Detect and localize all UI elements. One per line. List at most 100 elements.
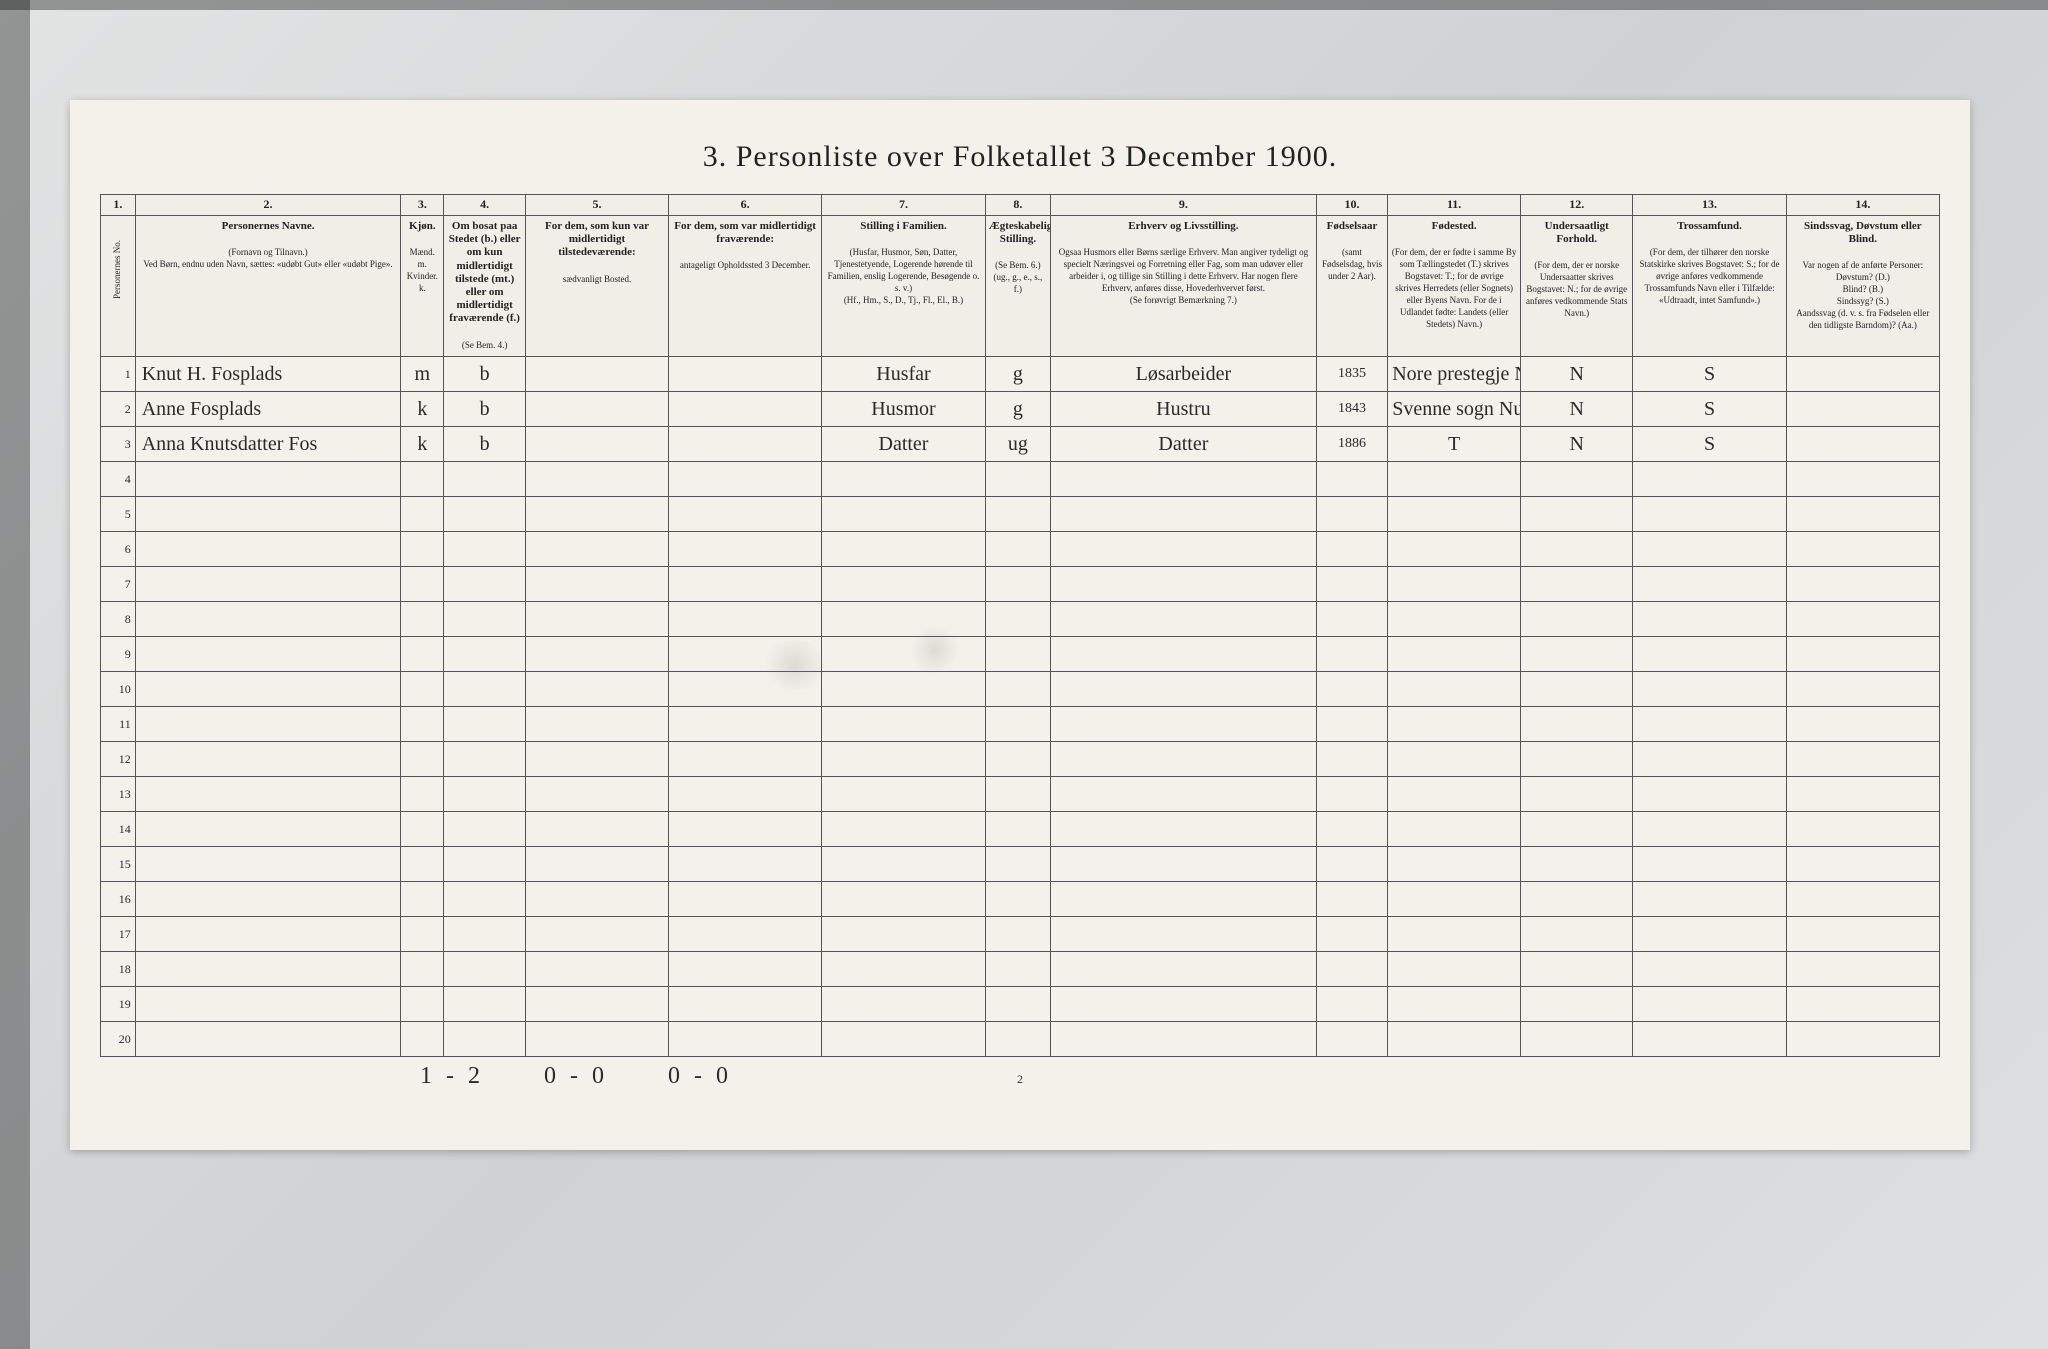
- cell-sex: [401, 846, 444, 881]
- cell-family_pos: [822, 566, 985, 601]
- cell-no: 19: [101, 986, 136, 1021]
- cell-occupation: [1051, 566, 1317, 601]
- column-number: 1.: [101, 195, 136, 216]
- cell-family_pos: [822, 706, 985, 741]
- column-header: Fødested.(For dem, der er fødte i samme …: [1388, 216, 1521, 357]
- cell-birthplace: [1388, 706, 1521, 741]
- cell-sex: [401, 706, 444, 741]
- cell-birthplace: [1388, 776, 1521, 811]
- cell-marital: [985, 566, 1050, 601]
- cell-name: [135, 811, 401, 846]
- cell-temp_present: [525, 461, 668, 496]
- cell-name: [135, 916, 401, 951]
- cell-sex: [401, 811, 444, 846]
- cell-residence: b: [444, 391, 526, 426]
- column-header: Kjøn.Mænd. m.Kvinder. k.: [401, 216, 444, 357]
- cell-no: 17: [101, 916, 136, 951]
- cell-no: 8: [101, 601, 136, 636]
- cell-residence: b: [444, 356, 526, 391]
- cell-birthplace: [1388, 531, 1521, 566]
- cell-faith: [1633, 916, 1786, 951]
- cell-family_pos: [822, 846, 985, 881]
- cell-name: [135, 636, 401, 671]
- cell-birthplace: Svenne sogn Nummedal: [1388, 391, 1521, 426]
- cell-birthplace: [1388, 916, 1521, 951]
- cell-name: [135, 776, 401, 811]
- cell-occupation: [1051, 496, 1317, 531]
- cell-residence: [444, 986, 526, 1021]
- cell-faith: [1633, 881, 1786, 916]
- cell-disability: [1786, 986, 1939, 1021]
- cell-family_pos: Husmor: [822, 391, 985, 426]
- cell-faith: [1633, 531, 1786, 566]
- cell-temp_present: [525, 951, 668, 986]
- cell-no: 9: [101, 636, 136, 671]
- scanner-edge-top: [0, 0, 2048, 10]
- cell-nationality: [1521, 986, 1633, 1021]
- cell-occupation: [1051, 916, 1317, 951]
- cell-family_pos: [822, 776, 985, 811]
- cell-occupation: [1051, 986, 1317, 1021]
- cell-birthplace: [1388, 951, 1521, 986]
- cell-disability: [1786, 951, 1939, 986]
- cell-birthplace: [1388, 496, 1521, 531]
- cell-residence: [444, 706, 526, 741]
- column-number: 13.: [1633, 195, 1786, 216]
- cell-family_pos: [822, 601, 985, 636]
- census-table: 1.2.3.4.5.6.7.8.9.10.11.12.13.14. Person…: [100, 194, 1940, 1057]
- cell-birthplace: [1388, 741, 1521, 776]
- cell-birth_year: [1316, 986, 1388, 1021]
- cell-no: 4: [101, 461, 136, 496]
- cell-temp_absent: [669, 881, 822, 916]
- cell-no: 5: [101, 496, 136, 531]
- cell-nationality: [1521, 1021, 1633, 1056]
- cell-nationality: [1521, 496, 1633, 531]
- cell-occupation: [1051, 741, 1317, 776]
- table-row: 10: [101, 671, 1940, 706]
- cell-faith: [1633, 566, 1786, 601]
- cell-sex: [401, 461, 444, 496]
- column-header: For dem, som kun var midlertidigt tilste…: [525, 216, 668, 357]
- form-title: 3. Personliste over Folketallet 3 Decemb…: [100, 140, 1940, 174]
- cell-disability: [1786, 601, 1939, 636]
- cell-name: [135, 566, 401, 601]
- cell-no: 2: [101, 391, 136, 426]
- cell-birthplace: [1388, 811, 1521, 846]
- cell-disability: [1786, 741, 1939, 776]
- cell-name: [135, 741, 401, 776]
- cell-temp_present: [525, 671, 668, 706]
- cell-temp_absent: [669, 986, 822, 1021]
- cell-sex: [401, 741, 444, 776]
- cell-no: 1: [101, 356, 136, 391]
- cell-disability: [1786, 671, 1939, 706]
- cell-no: 16: [101, 881, 136, 916]
- cell-faith: [1633, 601, 1786, 636]
- table-body: 1Knut H. FospladsmbHusfargLøsarbeider183…: [101, 356, 1940, 1056]
- cell-nationality: [1521, 846, 1633, 881]
- cell-disability: [1786, 391, 1939, 426]
- cell-residence: [444, 636, 526, 671]
- cell-sex: k: [401, 426, 444, 461]
- cell-disability: [1786, 1021, 1939, 1056]
- cell-sex: [401, 986, 444, 1021]
- cell-sex: [401, 601, 444, 636]
- cell-temp_absent: [669, 741, 822, 776]
- column-number: 4.: [444, 195, 526, 216]
- cell-birth_year: [1316, 706, 1388, 741]
- cell-residence: [444, 741, 526, 776]
- cell-occupation: [1051, 706, 1317, 741]
- cell-marital: [985, 671, 1050, 706]
- cell-name: [135, 496, 401, 531]
- column-number: 9.: [1051, 195, 1317, 216]
- cell-family_pos: Datter: [822, 426, 985, 461]
- cell-marital: [985, 811, 1050, 846]
- column-header: Sindssvag, Døvstum eller Blind.Var nogen…: [1786, 216, 1939, 357]
- cell-temp_absent: [669, 811, 822, 846]
- cell-disability: [1786, 356, 1939, 391]
- cell-temp_absent: [669, 1021, 822, 1056]
- cell-nationality: [1521, 636, 1633, 671]
- cell-occupation: Hustru: [1051, 391, 1317, 426]
- cell-disability: [1786, 426, 1939, 461]
- cell-name: [135, 706, 401, 741]
- column-header: Fødselsaar(samt Fødselsdag, hvis under 2…: [1316, 216, 1388, 357]
